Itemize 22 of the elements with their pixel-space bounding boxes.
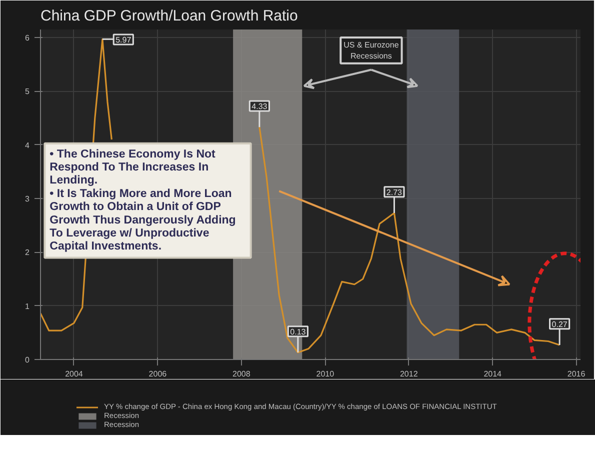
annotation: 5.97 [116, 36, 132, 45]
x-tick-label: 2016 [567, 370, 586, 378]
annotation: 0.27 [552, 320, 568, 329]
x-tick-label: 2008 [232, 370, 251, 378]
y-tick-label: 6 [25, 34, 30, 43]
annotation: 4.33 [252, 102, 268, 112]
y-tick-label: 2 [25, 248, 30, 258]
chart-title: China GDP Growth/Loan Growth Ratio [40, 8, 298, 24]
annotation: US & Eurozone Recessions [344, 40, 400, 60]
x-tick-label: 2010 [316, 370, 335, 378]
annotation: 0.13 [290, 327, 306, 336]
y-tick-label: 4 [25, 140, 30, 150]
y-tick-label: 5 [25, 87, 30, 96]
annotation: • The Chinese Economy Is Not Respond To The Increases In Lending. • It Is Taking More and More Loan Growth to Obtain a Unit of GDP Growth Thus Dangerously Adding To Leverage w/ Unproductive Capital Investments. [50, 148, 236, 253]
x-tick-label: 2006 [148, 370, 168, 378]
y-tick-label: 1 [25, 302, 30, 311]
annotation: 2.73 [386, 188, 403, 197]
y-tick-label: 0 [25, 356, 30, 364]
x-tick-label: 2012 [400, 370, 418, 378]
y-tick-label: 3 [25, 194, 30, 204]
x-tick-label: 2004 [65, 370, 84, 378]
x-tick-label: 2014 [484, 370, 502, 378]
